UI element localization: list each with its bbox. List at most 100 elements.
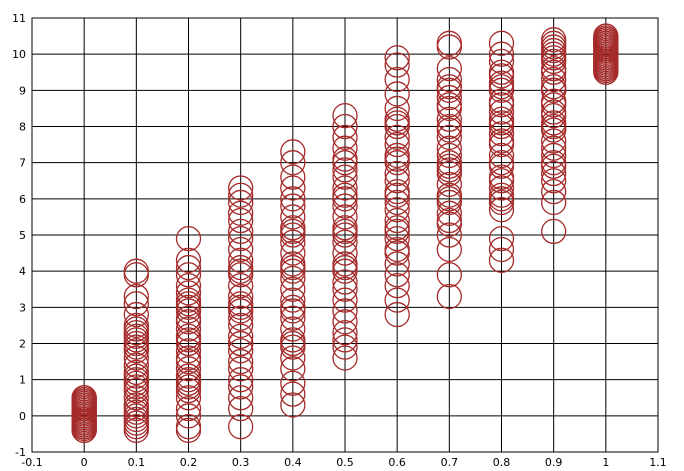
data-point [541,135,567,161]
data-point [228,385,254,411]
data-point [123,385,149,411]
data-point [332,175,358,201]
data-point [332,157,358,183]
data-point [541,128,567,154]
data-point [541,103,567,129]
data-point [593,52,619,78]
data-point [280,370,306,396]
data-point [436,113,462,140]
data-point [384,131,410,158]
data-point [384,45,410,71]
data-point [280,186,306,212]
data-point [280,356,306,382]
data-point [280,240,306,266]
data-point [541,150,567,176]
data-point [228,305,254,331]
data-point [488,30,515,56]
y-tick-label: 3 [19,301,26,314]
data-point [280,218,306,245]
y-tick-label: 5 [19,229,26,242]
data-point [488,236,515,263]
data-point [541,77,567,103]
data-point [384,287,410,313]
data-point [228,236,254,263]
data-point [488,74,515,100]
data-point [593,37,619,64]
data-point [175,272,202,299]
data-point [384,81,410,107]
data-point [123,291,149,317]
data-point [384,251,410,277]
data-point [436,236,462,263]
data-point [436,55,462,82]
data-point [436,124,462,151]
data-point [488,128,515,154]
data-point [384,66,410,93]
data-point [175,338,202,364]
data-point [175,356,202,382]
data-point [175,395,202,422]
data-point [280,265,306,292]
data-point [280,330,306,357]
data-point [228,175,254,201]
data-point [384,197,410,223]
data-point [384,272,410,299]
data-point [436,66,462,93]
data-point [280,175,306,201]
data-point [384,168,410,194]
data-point [280,316,306,342]
x-tick-label: 1.1 [649,456,667,469]
data-point [332,103,358,129]
x-tick-label: 0.1 [128,456,146,469]
data-point [332,204,358,230]
data-point [123,316,149,342]
data-point [436,200,462,226]
data-point [593,30,619,56]
y-tick-label: 11 [12,12,26,25]
data-point [384,124,410,151]
x-tick-label: 0.9 [545,456,563,469]
data-point [488,41,515,67]
data-point [541,34,567,60]
x-tick-label: 0.5 [336,456,354,469]
data-point [488,142,515,169]
data-point [332,327,358,353]
data-point [541,178,567,205]
data-point [228,247,254,273]
data-point [384,182,410,208]
data-point [436,30,462,56]
data-point [123,370,149,396]
y-tick-label: 2 [19,338,26,351]
data-point [488,189,515,216]
y-tick-label: 9 [19,84,26,97]
data-point [436,92,462,118]
data-point [384,225,410,252]
data-point [332,150,358,176]
data-point [175,305,202,331]
data-point [332,229,358,255]
data-point [436,150,462,176]
data-point [280,150,306,176]
data-point [488,48,515,75]
x-tick-label: 0.4 [284,456,302,469]
data-point [228,323,254,349]
x-axis-tick-labels: -0.1 0 0.1 0.2 0.3 0.4 0.5 0.6 0.7 0.8 0.9 1 1.1 [21,456,666,469]
y-tick-label: 6 [19,193,26,206]
data-point [488,63,515,89]
data-point [332,298,358,324]
x-tick-label: 0.3 [232,456,250,469]
data-point [488,113,515,140]
data-point [228,225,254,252]
data-point [175,254,202,281]
data-point [384,160,410,187]
y-tick-label: 4 [19,265,26,278]
data-point [228,374,254,400]
data-point [280,276,306,302]
data-point [488,182,515,208]
data-point [436,106,462,132]
data-point [436,157,462,183]
data-point [332,269,358,295]
data-point [541,41,567,67]
data-point [332,218,358,245]
